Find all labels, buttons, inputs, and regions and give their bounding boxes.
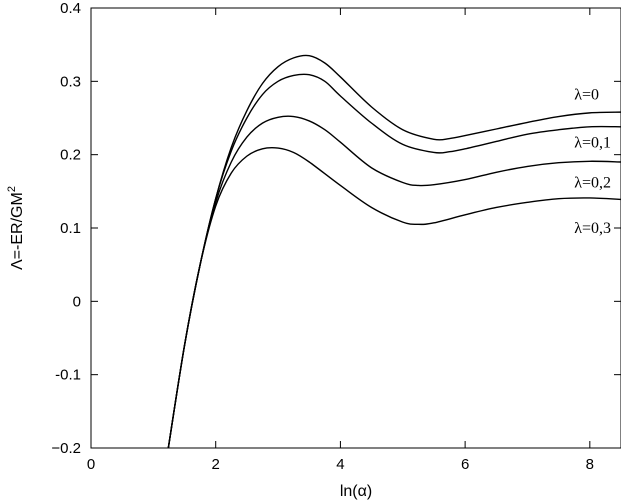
y-axis-title: Λ=-ER/GM2 [6,186,26,270]
series-label: λ=0,1 [574,134,611,151]
y-axis-title-sup: 2 [6,186,18,192]
y-tick-label: 0.4 [60,0,81,17]
x-tick-label: 8 [586,456,594,473]
series-label: λ=0,3 [574,220,611,237]
y-tick-label: 0 [73,293,81,310]
x-tick-label: 4 [336,456,344,473]
plot-frame [90,7,621,449]
y-tick-label: -0.1 [55,367,81,384]
y-tick-label: 0.3 [60,73,81,90]
series-line [167,115,621,449]
x-tick-label: 6 [461,456,469,473]
series-labels: λ=0 λ=0,1 λ=0,2 λ=0,3 [574,87,611,237]
series-line [167,54,621,449]
x-tick-label: 0 [87,456,95,473]
y-tick-label: 0.2 [60,147,81,164]
series-line [167,146,621,449]
series-label: λ=0 [574,87,599,104]
ticks: 0 2 4 6 8 −0.2 -0.1 0 0.1 0.2 0.3 0.4 [51,0,621,473]
x-axis-title: ln(α) [340,483,372,500]
y-tick-label: 0.1 [60,220,81,237]
curves [167,54,621,449]
series-line [167,73,621,449]
x-tick-label: 2 [212,456,220,473]
y-tick-label: −0.2 [51,440,81,457]
y-axis-title-main: Λ=-ER/GM [9,192,26,270]
series-label: λ=0,2 [574,175,611,192]
